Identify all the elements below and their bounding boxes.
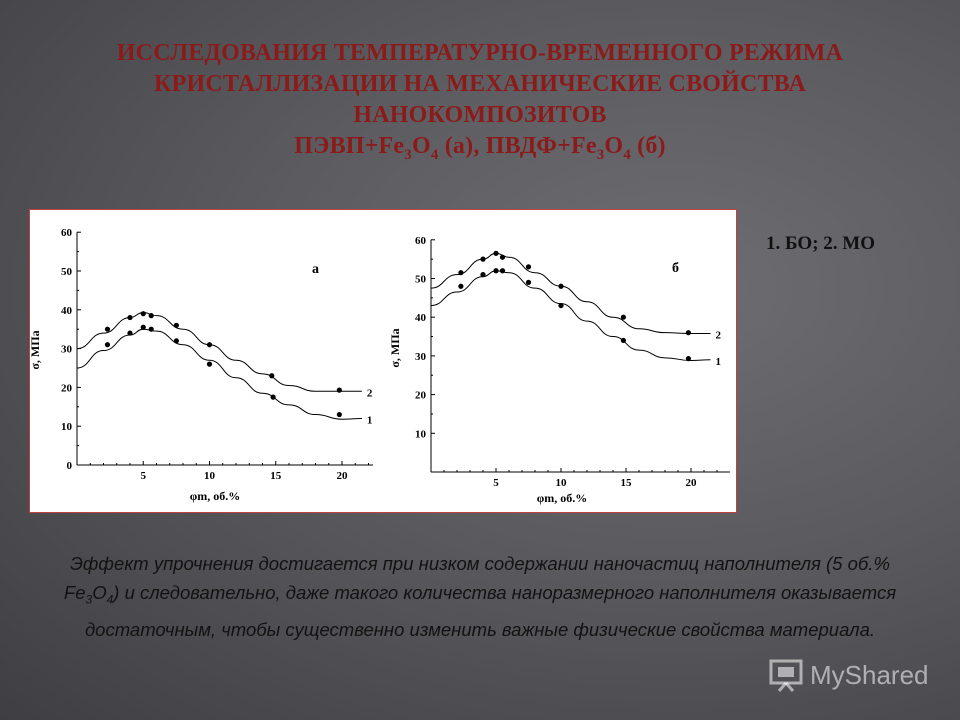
- panel-label: а: [312, 262, 319, 277]
- series-label: 2: [367, 387, 373, 399]
- data-point-2: [269, 373, 275, 379]
- data-point-1: [140, 324, 146, 330]
- data-point-2: [499, 254, 506, 260]
- data-point-1: [493, 268, 499, 274]
- panel-label: б: [672, 261, 679, 276]
- y-tick-label: 20: [61, 382, 73, 394]
- charts-panel: 0 10 20 30 40 50 60 5 10 15 20 σ, МПа φm, об.% а 2 1 10 2…: [29, 209, 737, 513]
- x-tick-label: 15: [270, 470, 282, 482]
- series-line-1: [76, 328, 362, 420]
- title-line-4: ПЭВП+Fe3O4 (а), ПВДФ+Fe3O4 (б): [40, 131, 920, 171]
- series-label: 1: [716, 356, 722, 368]
- title-part: O: [411, 133, 431, 159]
- title-line-1: ИССЛЕДОВАНИЯ ТЕМПЕРАТУРНО-ВРЕМЕННОГО РЕЖ…: [116, 40, 844, 66]
- data-point-1: [480, 272, 486, 278]
- x-tick-label: 10: [556, 477, 568, 489]
- data-point-2: [336, 387, 342, 393]
- watermark-text: MyShared: [810, 659, 929, 690]
- data-point-1: [270, 394, 276, 400]
- title-part: (а), ПВДФ+Fe: [438, 133, 597, 159]
- y-tick-label: 50: [61, 266, 73, 278]
- data-point-1: [525, 279, 532, 285]
- y-tick-label: 30: [61, 344, 73, 356]
- data-point-1: [173, 338, 179, 344]
- data-point-1: [104, 342, 111, 348]
- caption-part: Эффект упрочнения достигается при низком…: [63, 553, 890, 603]
- data-point-2: [140, 311, 146, 317]
- title-part: O: [604, 133, 624, 159]
- x-tick-label: 5: [141, 470, 147, 482]
- caption-text: Эффект упрочнения достигается при низком…: [60, 549, 900, 644]
- x-tick-label: 20: [686, 477, 698, 489]
- title-part: ПЭВП+Fe: [294, 133, 405, 159]
- caption-part: O: [92, 582, 107, 603]
- y-tick-label: 30: [415, 351, 427, 363]
- y-tick-label: 60: [415, 235, 427, 247]
- data-point-1: [558, 302, 564, 309]
- y-tick-label: 40: [61, 305, 73, 317]
- data-point-1: [685, 356, 692, 362]
- title-sub: 4: [430, 146, 439, 163]
- legend-note: 1. БО; 2. МО: [766, 233, 875, 254]
- title-part: (б): [630, 133, 666, 159]
- data-point-2: [148, 313, 154, 319]
- caption-sub: 3: [85, 592, 93, 607]
- data-point-1: [458, 283, 464, 289]
- data-point-2: [206, 342, 213, 348]
- watermark: MyShared: [768, 655, 929, 695]
- x-tick-label: 20: [337, 470, 349, 482]
- y-tick-label: 0: [67, 460, 73, 472]
- y-tick-label: 20: [415, 390, 427, 402]
- title-sub: 3: [404, 146, 412, 163]
- x-tick-label: 10: [204, 470, 216, 482]
- title-line-3: НАНОКОМПОЗИТОВ: [353, 102, 607, 128]
- data-point-1: [499, 268, 506, 274]
- y-axis-label: σ, МПа: [30, 330, 42, 369]
- y-tick-label: 60: [61, 227, 73, 239]
- x-axis-label: φm, об.%: [190, 489, 240, 503]
- data-point-2: [685, 330, 692, 336]
- series-line-2: [430, 252, 711, 334]
- title-line-2: КРИСТАЛЛИЗАЦИИ НА МЕХАНИЧЕСКИЕ СВОЙСТВА: [154, 71, 806, 97]
- caption-sub: 4: [106, 592, 114, 607]
- data-point-1: [206, 361, 213, 367]
- x-tick-label: 15: [621, 477, 633, 489]
- series-label: 2: [716, 329, 722, 341]
- y-tick-label: 50: [415, 274, 427, 286]
- data-point-2: [127, 314, 133, 321]
- y-tick-label: 10: [415, 428, 427, 440]
- data-point-2: [525, 264, 532, 270]
- data-point-2: [173, 322, 179, 328]
- presentation-icon: [769, 659, 803, 692]
- series-label: 1: [367, 414, 373, 426]
- series-line-2: [76, 312, 362, 392]
- y-axis-label: σ, МПа: [388, 328, 402, 367]
- data-point-2: [558, 283, 564, 289]
- data-point-1: [620, 337, 627, 344]
- data-point-2: [480, 256, 486, 262]
- data-point-2: [458, 270, 464, 276]
- series-line-1: [430, 270, 711, 362]
- slide-title: ИССЛЕДОВАНИЯ ТЕМПЕРАТУРНО-ВРЕМЕННОГО РЕЖ…: [40, 38, 920, 171]
- data-point-1: [336, 411, 342, 418]
- data-point-1: [127, 330, 133, 336]
- data-point-2: [493, 250, 499, 256]
- x-tick-label: 5: [493, 477, 499, 489]
- data-point-1: [148, 326, 154, 332]
- y-tick-label: 10: [61, 421, 73, 433]
- y-tick-label: 40: [415, 312, 427, 324]
- data-point-2: [104, 326, 111, 332]
- title-sub: 4: [623, 146, 631, 163]
- x-axis-label: φm, об.%: [537, 491, 587, 505]
- caption-part: ) и следовательно, даже такого количеств…: [84, 582, 897, 640]
- data-point-2: [620, 314, 627, 320]
- title-sub: 3: [596, 146, 605, 163]
